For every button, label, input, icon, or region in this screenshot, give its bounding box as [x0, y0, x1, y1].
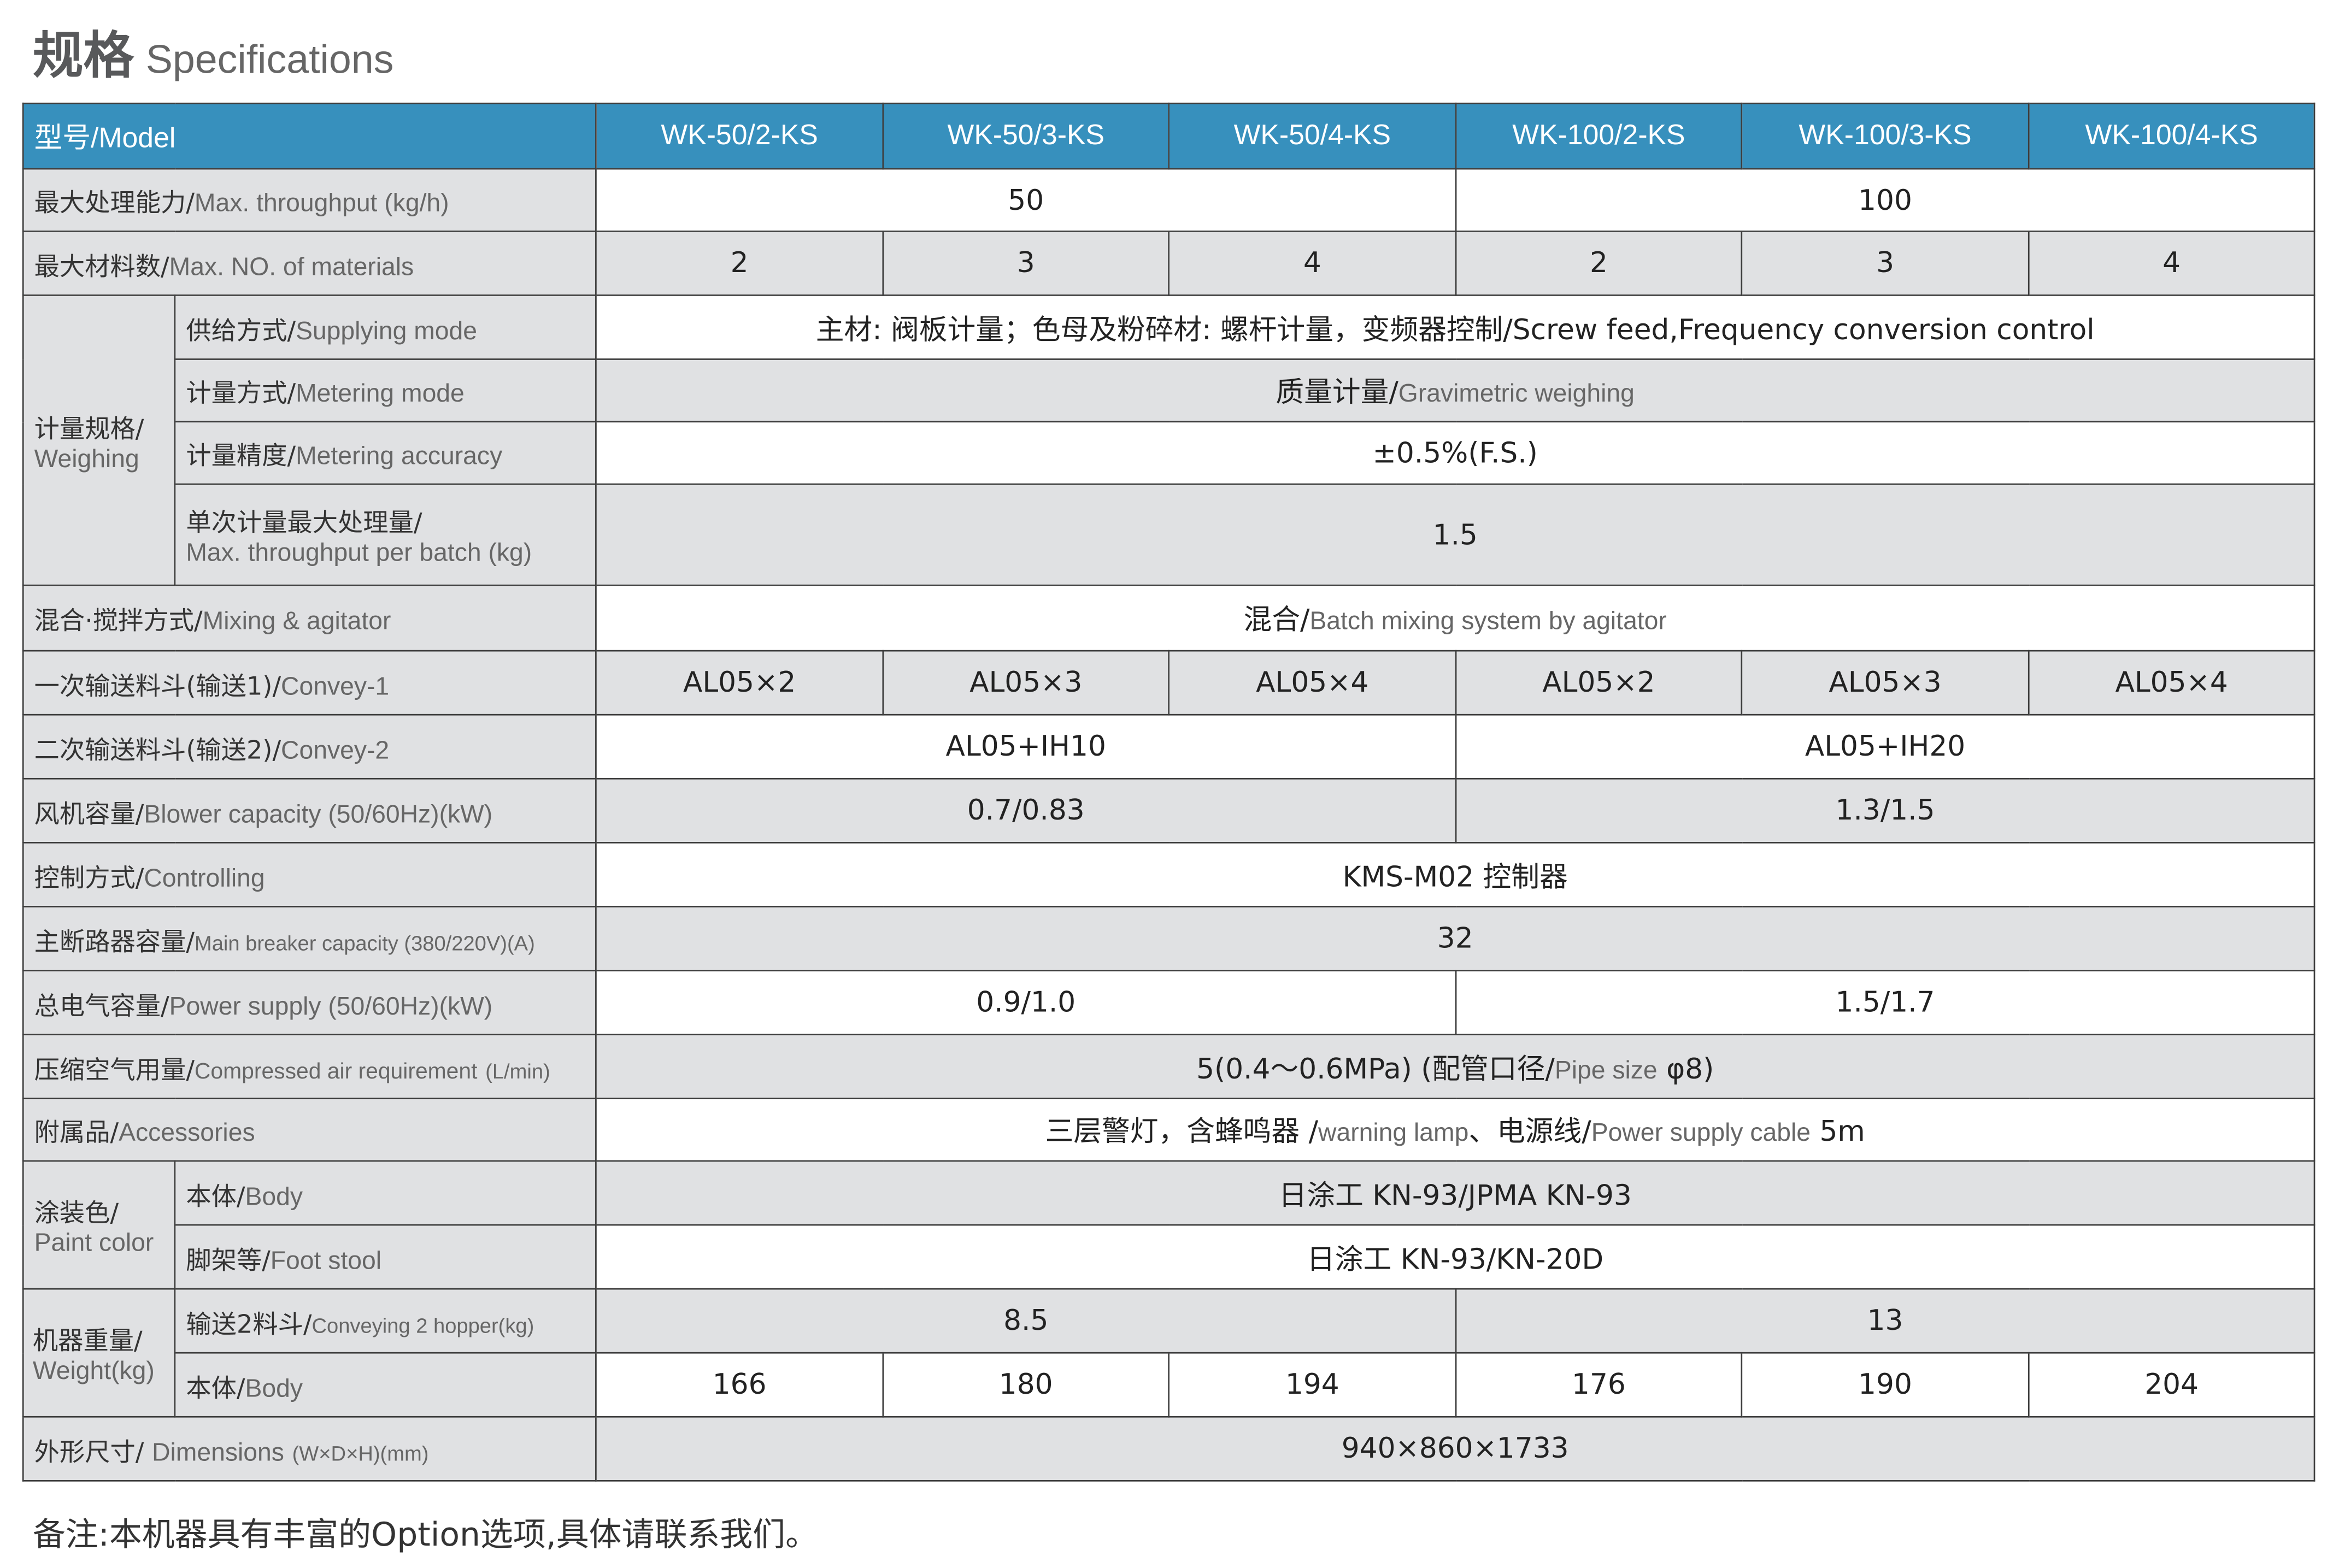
cell: 194	[1168, 1352, 1457, 1418]
model-label: 型号/Model	[22, 102, 597, 170]
cell: 0.9/1.0	[595, 970, 1457, 1035]
row-label: 脚架等/Foot stool	[174, 1224, 597, 1290]
cell: 3	[1741, 231, 2030, 296]
cell: 1.3/1.5	[1455, 777, 2316, 844]
cell: 日涂工 KN-93/KN-20D	[595, 1224, 2316, 1290]
row-label: 最大处理能力/Max. throughput (kg/h)	[22, 168, 597, 232]
cell: AL05+IH10	[595, 714, 1457, 780]
table-row: 一次输送料斗(输送1)/Convey-1 AL05×2 AL05×3 AL05×…	[22, 650, 2316, 716]
table-row: 压缩空气用量/Compressed air requirement (L/min…	[22, 1034, 2316, 1100]
row-label: 供给方式/Supplying mode	[174, 294, 597, 360]
table-row: 附属品/Accessories 三层警灯，含蜂鸣器 /warning lamp、…	[22, 1098, 2316, 1162]
cell: ±0.5%(F.S.)	[595, 421, 2316, 485]
model-header: WK-50/4-KS	[1168, 102, 1457, 170]
cell: 2	[595, 231, 884, 296]
row-label: 本体/Body	[174, 1160, 597, 1226]
cell: 50	[595, 168, 1457, 232]
cell: 1.5	[595, 483, 2316, 586]
cell: AL05×4	[2028, 650, 2316, 716]
cell: 4	[2028, 231, 2316, 296]
cell: 190	[1741, 1352, 2030, 1418]
cell: 8.5	[595, 1288, 1457, 1354]
cell: 166	[595, 1352, 884, 1418]
cell: 13	[1455, 1288, 2316, 1354]
row-label: 计量方式/Metering mode	[174, 358, 597, 423]
cell: AL05×4	[1168, 650, 1457, 716]
table-row: 二次输送料斗(输送2)/Convey-2 AL05+IH10 AL05+IH20	[22, 714, 2316, 780]
table-row: 计量精度/Metering accuracy ±0.5%(F.S.)	[23, 421, 2316, 485]
table-row: 计量规格/Weighing 供给方式/Supplying mode 主材: 阀板…	[22, 294, 2316, 586]
cell: AL05×3	[1741, 650, 2030, 716]
cell: 三层警灯，含蜂鸣器 /warning lamp、电源线/Power supply…	[595, 1098, 2316, 1162]
row-label: 计量精度/Metering accuracy	[174, 421, 597, 485]
table-row: 单次计量最大处理量/Max. throughput per batch (kg)…	[23, 483, 2316, 586]
cell: AL05×2	[595, 650, 884, 716]
row-label: 本体/Body	[174, 1352, 597, 1418]
table-row: 最大处理能力/Max. throughput (kg/h) 50 100	[22, 168, 2316, 232]
cell: 质量计量/Gravimetric weighing	[595, 358, 2316, 423]
cell: 32	[595, 906, 2316, 971]
row-label: 输送2料斗/Conveying 2 hopper(kg)	[174, 1288, 597, 1354]
cell: AL05×2	[1455, 650, 1743, 716]
table-row: 脚架等/Foot stool 日涂工 KN-93/KN-20D	[23, 1224, 2316, 1290]
table-row: 外形尺寸/ Dimensions (W×D×H)(mm) 940×860×173…	[22, 1416, 2316, 1482]
cell: 0.7/0.83	[595, 777, 1457, 844]
table-row: 最大材料数/Max. NO. of materials 2 3 4 2 3 4	[22, 231, 2316, 296]
table-row: 混合·搅拌方式/Mixing & agitator 混合/Batch mixin…	[22, 584, 2316, 652]
model-header: WK-50/2-KS	[595, 102, 884, 170]
row-label: 附属品/Accessories	[22, 1098, 597, 1162]
cell: 3	[882, 231, 1170, 296]
cell: KMS-M02 控制器	[595, 841, 2316, 907]
cell: 4	[1168, 231, 1457, 296]
row-label: 单次计量最大处理量/Max. throughput per batch (kg)	[174, 483, 597, 586]
cell: AL05+IH20	[1455, 714, 2316, 780]
cell: 940×860×1733	[595, 1416, 2316, 1482]
table-row: 风机容量/Blower capacity (50/60Hz)(kW) 0.7/0…	[22, 777, 2316, 844]
cell: 2	[1455, 231, 1743, 296]
footnote: 备注:本机器具有丰富的Option选项,具体请联系我们。	[32, 1517, 819, 1555]
group-label-paint: 涂装色/Paint color	[22, 1160, 176, 1290]
model-header: WK-100/2-KS	[1455, 102, 1743, 170]
title-en: Specifications	[145, 37, 394, 82]
cell: 日涂工 KN-93/JPMA KN-93	[595, 1160, 2316, 1226]
group-label-weight: 机器重量/Weight(kg)	[22, 1288, 176, 1418]
row-label: 总电气容量/Power supply (50/60Hz)(kW)	[22, 970, 597, 1035]
row-label: 风机容量/Blower capacity (50/60Hz)(kW)	[22, 777, 597, 844]
cell: AL05×3	[882, 650, 1170, 716]
table-row: 控制方式/Controlling KMS-M02 控制器	[22, 841, 2316, 907]
cell: 混合/Batch mixing system by agitator	[595, 584, 2316, 652]
specifications-table: 型号/Model WK-50/2-KS WK-50/3-KS WK-50/4-K…	[22, 102, 2316, 1482]
model-header: WK-100/4-KS	[2028, 102, 2316, 170]
row-label: 控制方式/Controlling	[22, 841, 597, 907]
table-row: 涂装色/Paint color 本体/Body 日涂工 KN-93/JPMA K…	[22, 1160, 2316, 1290]
row-label: 压缩空气用量/Compressed air requirement (L/min…	[22, 1034, 597, 1100]
cell: 176	[1455, 1352, 1743, 1418]
row-label: 最大材料数/Max. NO. of materials	[22, 231, 597, 296]
cell: 180	[882, 1352, 1170, 1418]
table-row: 总电气容量/Power supply (50/60Hz)(kW) 0.9/1.0…	[22, 970, 2316, 1035]
table-row: 计量方式/Metering mode 质量计量/Gravimetric weig…	[23, 358, 2316, 423]
group-label-weighing: 计量规格/Weighing	[22, 294, 176, 586]
model-header: WK-100/3-KS	[1741, 102, 2030, 170]
row-label: 主断路器容量/Main breaker capacity (380/220V)(…	[22, 906, 597, 971]
model-header: WK-50/3-KS	[882, 102, 1170, 170]
header-row: 型号/Model WK-50/2-KS WK-50/3-KS WK-50/4-K…	[22, 102, 2316, 170]
row-label: 二次输送料斗(输送2)/Convey-2	[22, 714, 597, 780]
row-label: 混合·搅拌方式/Mixing & agitator	[22, 584, 597, 652]
cell: 5(0.4～0.6MPa) (配管口径/Pipe size φ8)	[595, 1034, 2316, 1100]
row-label: 外形尺寸/ Dimensions (W×D×H)(mm)	[22, 1416, 597, 1482]
title-cn: 规格	[32, 27, 134, 86]
cell: 204	[2028, 1352, 2316, 1418]
table-row: 机器重量/Weight(kg) 输送2料斗/Conveying 2 hopper…	[22, 1288, 2316, 1418]
cell: 主材: 阀板计量；色母及粉碎材: 螺杆计量，变频器控制/Screw feed,F…	[595, 294, 2316, 360]
cell: 1.5/1.7	[1455, 970, 2316, 1035]
table-row: 本体/Body 166 180 194 176 190 204	[23, 1352, 2316, 1418]
table-row: 主断路器容量/Main breaker capacity (380/220V)(…	[22, 906, 2316, 971]
cell: 100	[1455, 168, 2316, 232]
page-title: 规格 Specifications	[33, 15, 393, 87]
row-label: 一次输送料斗(输送1)/Convey-1	[22, 650, 597, 716]
